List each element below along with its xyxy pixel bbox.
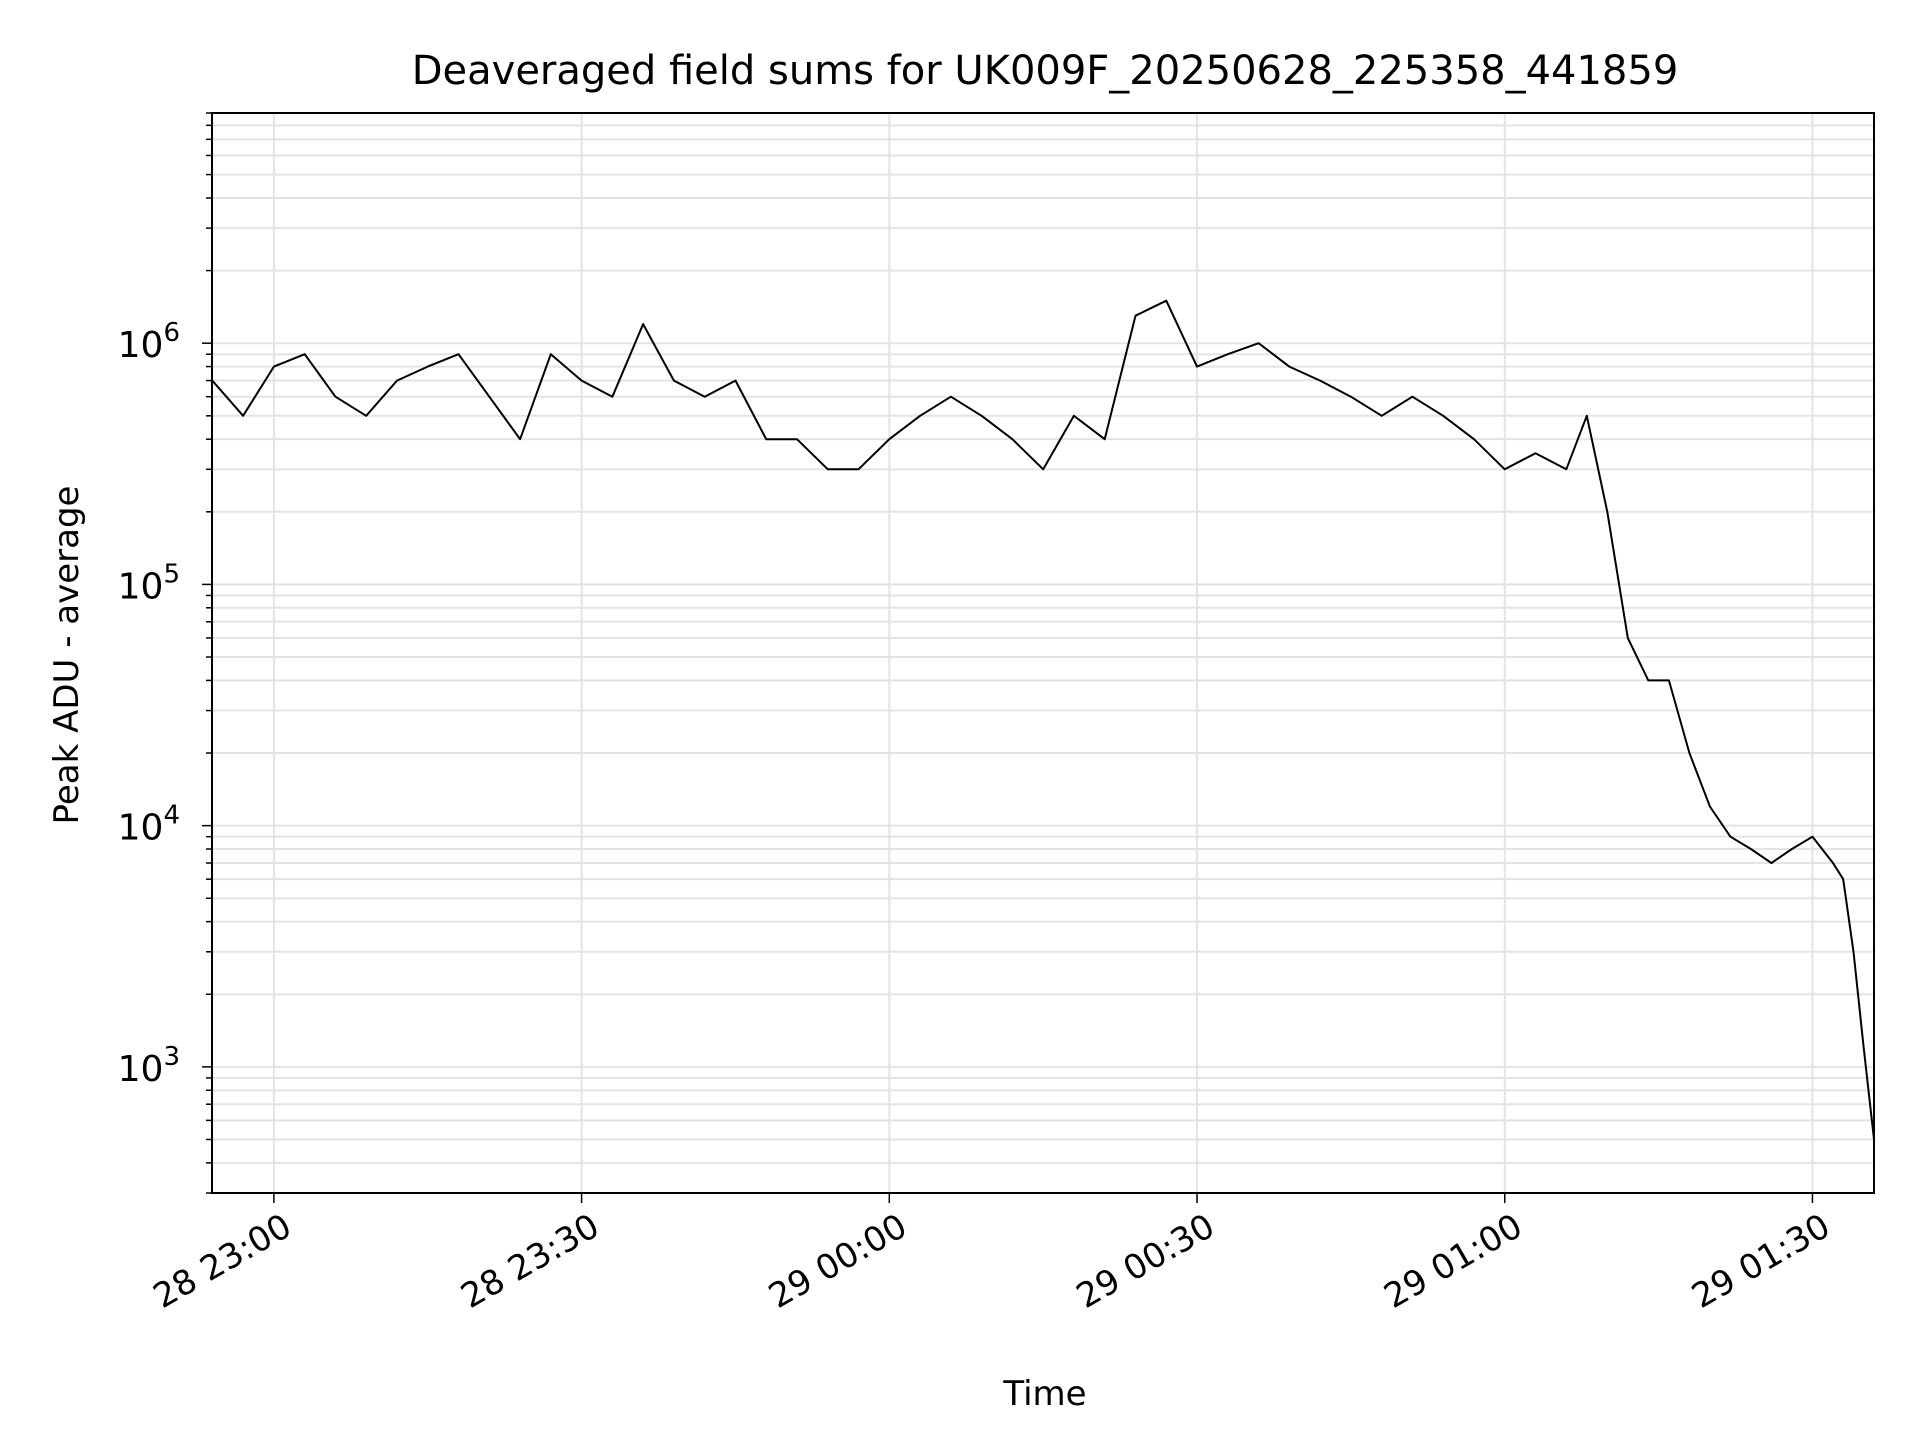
y-tick-base: 10 <box>118 566 164 607</box>
y-tick-exponent: 3 <box>163 1042 180 1072</box>
y-tick-label: 104 <box>118 801 180 849</box>
y-tick-exponent: 5 <box>163 559 180 589</box>
y-tick-base: 10 <box>118 1049 164 1090</box>
y-tick-base: 10 <box>118 325 164 366</box>
y-tick-label: 105 <box>118 559 180 607</box>
x-axis-label: Time <box>1002 1374 1086 1414</box>
y-tick-base: 10 <box>118 808 164 849</box>
y-tick-label: 103 <box>118 1042 180 1090</box>
y-tick-exponent: 4 <box>163 801 180 831</box>
line-layer <box>211 299 1875 1140</box>
y-tick-label: 106 <box>118 318 180 366</box>
grid-layer <box>212 112 1874 1194</box>
y-axis-label: Peak ADU - average <box>47 486 87 825</box>
chart-title: Deaveraged field sums for UK009F_2025062… <box>412 48 1679 94</box>
data-series-line <box>211 299 1875 1140</box>
plot-frame <box>211 112 1875 1194</box>
y-tick-exponent: 6 <box>163 318 180 348</box>
